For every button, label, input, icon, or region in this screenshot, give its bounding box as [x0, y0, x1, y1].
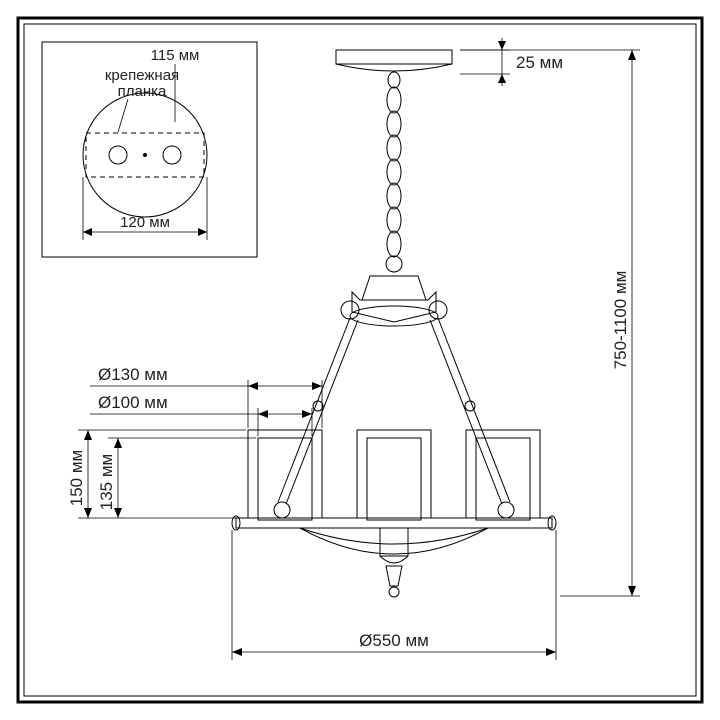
support-rods	[274, 318, 514, 518]
dim-d100-label: Ø100 мм	[98, 393, 168, 412]
dim-d550-label: Ø550 мм	[359, 631, 429, 650]
dim-135-label: 135 мм	[97, 454, 116, 510]
dim-body-dia: Ø550 мм	[232, 530, 556, 660]
dim-d130-label: Ø130 мм	[98, 365, 168, 384]
dim-canopy-height: 25 мм	[460, 38, 563, 86]
top-hub	[341, 256, 447, 326]
dim-total-height: 750-1100 мм	[460, 50, 640, 596]
inset-box: 115 мм крепежная планка 120 мм	[42, 42, 257, 257]
technical-drawing: 115 мм крепежная планка 120 мм	[0, 0, 720, 720]
dim-150-label: 150 мм	[67, 450, 86, 506]
inset-sub-label-1: крепежная	[105, 67, 179, 84]
inset-top-dim: 115 мм	[151, 47, 200, 64]
dim-shade-heights: 150 мм 135 мм	[67, 430, 256, 518]
chandelier	[232, 50, 556, 597]
shades	[248, 430, 540, 520]
inset-bottom-dim: 120 мм	[120, 214, 170, 231]
chain	[387, 87, 401, 257]
frame-outer	[18, 18, 702, 702]
body-bar	[232, 516, 556, 554]
dim-total-label: 750-1100 мм	[611, 271, 630, 370]
frame-inner	[24, 24, 696, 696]
inset-sub-label-2: планка	[118, 83, 167, 100]
bottom-finial	[380, 528, 408, 597]
dim-canopy-label: 25 мм	[516, 53, 563, 72]
